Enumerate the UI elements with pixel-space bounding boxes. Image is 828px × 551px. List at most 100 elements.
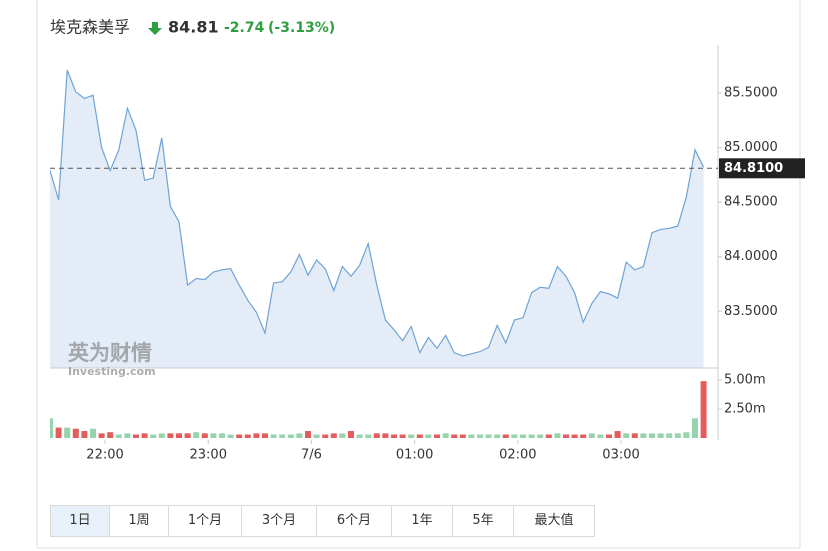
volume-bar — [666, 433, 673, 438]
volume-bar — [227, 434, 234, 438]
range-tab[interactable]: 最大值 — [534, 513, 574, 528]
volume-bar — [657, 433, 664, 438]
volume-bar — [391, 434, 397, 438]
volume-bar — [201, 433, 208, 438]
volume-bar — [563, 434, 569, 438]
volume-bar — [692, 418, 698, 438]
volume-bar — [210, 433, 217, 438]
volume-bar — [597, 434, 604, 438]
x-tick-label: 01:00 — [396, 448, 433, 463]
volume-bar — [348, 431, 354, 438]
volume-bar — [580, 434, 587, 438]
range-tab[interactable]: 6个月 — [317, 506, 392, 536]
volume-bar — [408, 434, 415, 438]
y-tick-label: 85.0000 — [724, 140, 778, 155]
volume-bar — [50, 418, 53, 438]
volume-bar — [442, 433, 449, 438]
watermark-brand: 英为财情 — [68, 341, 152, 365]
volume-bar — [193, 432, 200, 438]
stock-name: 埃克森美孚 — [50, 18, 130, 37]
volume-bar — [382, 433, 389, 438]
volume-bar — [133, 434, 139, 438]
volume-bar — [64, 427, 71, 438]
volume-bar — [107, 432, 114, 438]
x-tick-label: 7/6 — [301, 448, 322, 463]
volume-bar — [554, 433, 561, 438]
range-tab[interactable]: 1个月 — [169, 506, 242, 536]
y-tick-label: 5.00m — [724, 372, 766, 387]
y-tick-label: 84.0000 — [724, 249, 778, 264]
volume-bar — [305, 431, 311, 438]
range-tab[interactable]: 3个月 — [242, 506, 317, 536]
volume-bar — [477, 434, 483, 438]
change: -2.74 — [224, 20, 265, 36]
volume-bar — [55, 427, 62, 438]
volume-bar — [631, 433, 638, 438]
volume-bar — [502, 434, 509, 438]
x-tick-label: 22:00 — [86, 448, 123, 463]
last-price-label: 84.8100 — [724, 161, 783, 176]
volume-bar — [700, 381, 707, 438]
volume-bar — [623, 433, 630, 438]
volume-bar — [141, 433, 148, 438]
volume-bar — [451, 434, 458, 438]
x-tick-label: 23:00 — [190, 448, 227, 463]
range-tab[interactable]: 1周 — [110, 506, 169, 536]
volume-bar — [588, 433, 595, 438]
last-price-box — [719, 158, 805, 179]
volume-bar — [287, 434, 294, 438]
volume-bar — [90, 428, 96, 438]
volume-bar — [158, 433, 165, 438]
volume-bar — [545, 434, 552, 438]
volume-bar — [270, 434, 277, 438]
y-tick-label: 83.5000 — [724, 304, 778, 319]
volume-bar — [683, 432, 690, 438]
price: 84.81 — [168, 18, 219, 37]
y-tick-label: 84.5000 — [724, 195, 778, 210]
x-tick-label: 02:00 — [499, 448, 536, 463]
change-percent: (-3.13%) — [268, 20, 335, 36]
volume-bar — [459, 434, 466, 438]
volume-bar — [167, 433, 174, 438]
range-tab[interactable]: 1年 — [392, 506, 453, 536]
volume-bar — [434, 434, 440, 438]
range-tab[interactable]: 1日 — [51, 506, 110, 536]
volume-bar — [236, 434, 243, 438]
volume-bar — [674, 433, 681, 438]
range-tab[interactable]: 5年 — [453, 506, 514, 536]
volume-bar — [279, 434, 286, 438]
volume-bar — [537, 434, 544, 438]
volume-bar — [244, 434, 251, 438]
volume-bar — [520, 434, 526, 438]
volume-bar — [176, 433, 182, 438]
volume-bar — [640, 433, 647, 438]
volume-bar — [81, 431, 88, 438]
volume-bar — [614, 431, 621, 438]
range-tabs: 1日 1周 1个月 3个月 6个月 1年 5年 最大值 — [50, 505, 595, 537]
volume-bar — [571, 434, 578, 438]
volume-bar — [262, 433, 268, 438]
x-tick-label: 04 — [716, 448, 733, 463]
volume-bar — [219, 433, 225, 438]
volume-bar — [485, 434, 492, 438]
volume-bar — [494, 434, 501, 438]
down-arrow — [148, 22, 162, 35]
volume-bar — [296, 433, 303, 438]
volume-bar — [416, 434, 423, 438]
volume-bar — [150, 434, 157, 438]
x-tick-label: 03:00 — [602, 448, 639, 463]
y-tick-label: 85.5000 — [724, 86, 778, 101]
volume-bar — [399, 434, 406, 438]
volume-bar — [373, 433, 380, 438]
volume-bar — [124, 433, 131, 438]
price-line — [50, 69, 705, 357]
volume-bar — [528, 434, 535, 438]
volume-bar — [425, 434, 432, 438]
volume-bar — [184, 433, 191, 438]
y-tick-label: 2.50m — [724, 401, 766, 416]
volume-bar — [356, 434, 363, 438]
volume-bar — [339, 433, 346, 438]
volume-bar — [322, 434, 329, 438]
